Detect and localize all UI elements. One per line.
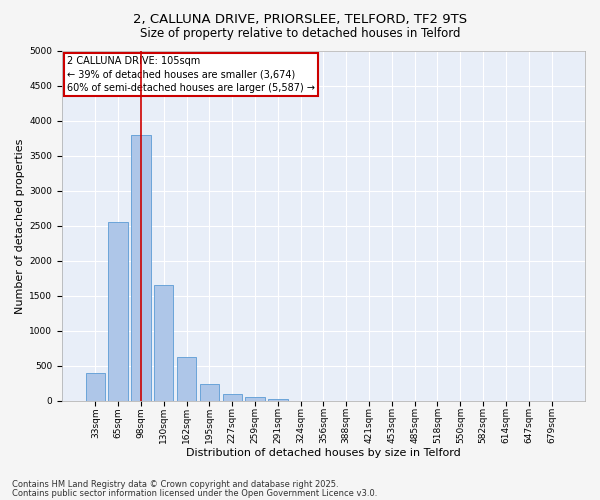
Bar — [109, 222, 128, 400]
Bar — [154, 286, 173, 401]
Text: Size of property relative to detached houses in Telford: Size of property relative to detached ho… — [140, 28, 460, 40]
Bar — [223, 394, 242, 400]
Text: 2 CALLUNA DRIVE: 105sqm
← 39% of detached houses are smaller (3,674)
60% of semi: 2 CALLUNA DRIVE: 105sqm ← 39% of detache… — [67, 56, 315, 92]
Bar — [177, 358, 196, 401]
Text: Contains public sector information licensed under the Open Government Licence v3: Contains public sector information licen… — [12, 488, 377, 498]
Text: Contains HM Land Registry data © Crown copyright and database right 2025.: Contains HM Land Registry data © Crown c… — [12, 480, 338, 489]
X-axis label: Distribution of detached houses by size in Telford: Distribution of detached houses by size … — [186, 448, 461, 458]
Bar — [200, 384, 219, 400]
Bar — [245, 397, 265, 400]
Text: 2, CALLUNA DRIVE, PRIORSLEE, TELFORD, TF2 9TS: 2, CALLUNA DRIVE, PRIORSLEE, TELFORD, TF… — [133, 12, 467, 26]
Bar — [86, 372, 105, 400]
Y-axis label: Number of detached properties: Number of detached properties — [15, 138, 25, 314]
Bar — [131, 135, 151, 400]
Bar — [268, 398, 287, 400]
